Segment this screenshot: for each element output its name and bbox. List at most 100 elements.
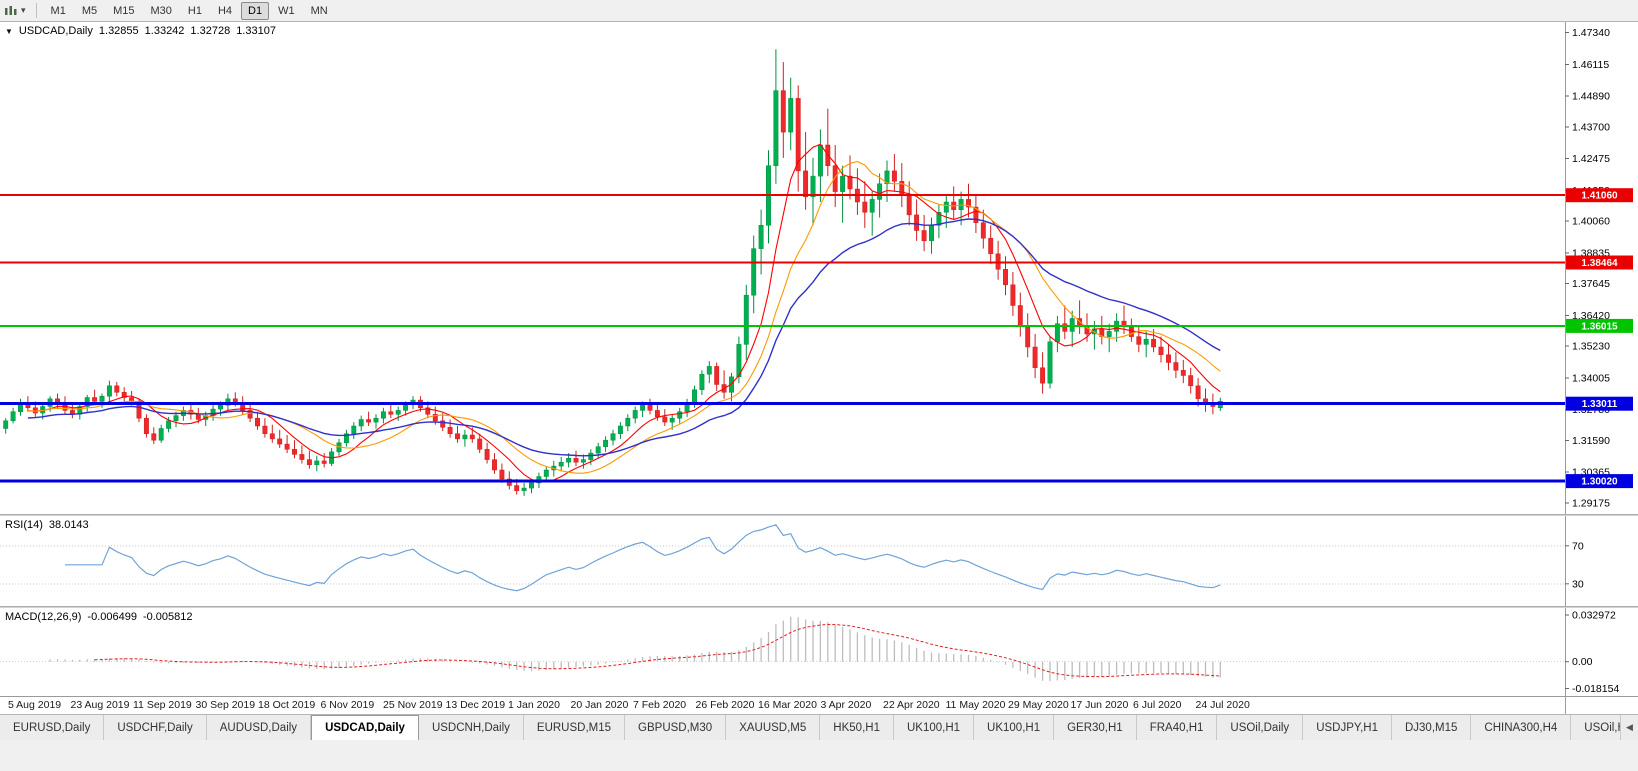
timeframe-button-m30[interactable]: M30	[150, 4, 172, 17]
main-chart-panel: 1.473401.461151.448901.437001.424751.412…	[0, 22, 1638, 514]
date-label: 18 Oct 2019	[258, 699, 316, 711]
svg-text:1.35230: 1.35230	[1572, 341, 1610, 353]
tab-audusd-daily[interactable]: AUDUSD,Daily	[206, 715, 312, 740]
svg-text:1.40060: 1.40060	[1572, 216, 1610, 228]
rsi-canvas[interactable]: 70 30	[0, 516, 1638, 606]
chart-type-icon[interactable]	[4, 5, 18, 17]
tab-usoil-daily[interactable]: USOil,Daily	[1217, 715, 1304, 740]
tab-gbpusd-m30[interactable]: GBPUSD,M30	[625, 715, 727, 740]
svg-text:1.29175: 1.29175	[1572, 498, 1610, 510]
tab-uk100-h1[interactable]: UK100,H1	[974, 715, 1055, 740]
rsi-level-label: 30	[1572, 578, 1584, 590]
chart-type-caret-icon[interactable]: ▾	[21, 5, 26, 15]
svg-text:1.43700: 1.43700	[1572, 121, 1610, 133]
tab-eurusd-daily[interactable]: EURUSD,Daily	[0, 715, 105, 740]
date-label: 30 Sep 2019	[195, 699, 256, 711]
tab-fra40-h1[interactable]: FRA40,H1	[1136, 715, 1218, 740]
chart-tab-bar: EURUSD,Daily USDCHF,Daily AUDUSD,Daily USDC…	[0, 714, 1638, 740]
axis-separator-line	[1565, 697, 1566, 714]
timeframe-button-m1[interactable]: M1	[50, 4, 66, 17]
macd-histogram-layer	[49, 616, 1221, 682]
rsi-line	[65, 524, 1221, 592]
tab-scroll-left-button[interactable]: ◀	[1620, 715, 1638, 740]
tab-usdjpy-h1[interactable]: USDJPY,H1	[1303, 715, 1392, 740]
svg-text:1.31590: 1.31590	[1572, 435, 1610, 447]
tab-usoil-h[interactable]: USOil,H	[1571, 715, 1620, 740]
date-axis: 5 Aug 2019 23 Aug 2019 11 Sep 2019 30 Sep 2…	[0, 696, 1638, 714]
tab-usdcnh-daily[interactable]: USDCNH,Daily	[418, 715, 524, 740]
timeframe-button-m5[interactable]: M5	[81, 4, 98, 17]
status-bar-area	[0, 740, 1638, 771]
tab-uk100-h1[interactable]: UK100,H1	[893, 715, 975, 740]
timeframe-button-d1[interactable]: D1	[241, 1, 270, 20]
date-label: 29 May 2020	[1008, 699, 1069, 711]
macd-panel: 0.032972 0.00 -0.018154 MACD(12,26,9) -0.0…	[0, 608, 1638, 696]
svg-text:1.46115: 1.46115	[1572, 59, 1609, 71]
svg-text:1.33011: 1.33011	[1582, 399, 1618, 410]
svg-text:1.36015: 1.36015	[1581, 321, 1618, 332]
date-label: 11 May 2020	[945, 699, 1006, 711]
chart-tabs: EURUSD,Daily USDCHF,Daily AUDUSD,Daily USDC…	[0, 715, 1620, 740]
main-chart-canvas[interactable]: 1.473401.461151.448901.437001.424751.412…	[0, 22, 1638, 514]
price-level-label[interactable]	[1566, 396, 1633, 411]
date-label: 26 Feb 2020	[695, 699, 755, 711]
macd-axis-label: -0.018154	[1572, 683, 1619, 695]
chart-dropdown-icon[interactable]: ▼	[5, 26, 13, 36]
svg-text:1.34005: 1.34005	[1572, 372, 1610, 384]
tab-xauusd-m5[interactable]: XAUUSD,M5	[726, 715, 821, 740]
timeframe-buttons: M1 M5 M15 M30 H1 H4 D1 W1 MN	[44, 1, 335, 20]
tab-ger30-h1[interactable]: GER30,H1	[1054, 715, 1137, 740]
date-label: 3 Apr 2020	[820, 699, 872, 711]
tab-hk50-h1[interactable]: HK50,H1	[820, 715, 894, 740]
price-level-label[interactable]	[1566, 188, 1633, 203]
date-label: 6 Jul 2020	[1133, 699, 1182, 711]
tab-usdchf-daily[interactable]: USDCHF,Daily	[104, 715, 207, 740]
ma-line-13	[27, 160, 1221, 474]
date-label: 25 Nov 2019	[383, 699, 443, 711]
timeframe-button-h4[interactable]: H4	[217, 4, 233, 17]
tab-china300-h4[interactable]: CHINA300,H4	[1471, 715, 1572, 740]
timeframe-button-mn[interactable]: MN	[310, 4, 328, 17]
macd-axis-label: 0.00	[1572, 656, 1593, 668]
ma-line-26	[27, 218, 1221, 457]
price-level-label[interactable]	[1566, 474, 1633, 489]
svg-text:1.37645: 1.37645	[1572, 278, 1610, 290]
rsi-panel: 70 30 RSI(14) 38.0143	[0, 516, 1638, 606]
svg-text:1.30020: 1.30020	[1581, 477, 1618, 488]
panel-divider[interactable]	[0, 606, 1638, 608]
macd-signal-line	[94, 623, 1221, 678]
date-label: 17 Jun 2020	[1070, 699, 1129, 711]
left-arrow-icon: ◀	[1626, 722, 1633, 732]
panel-divider[interactable]	[0, 514, 1638, 516]
svg-text:1.42475: 1.42475	[1572, 153, 1610, 165]
date-label: 22 Apr 2020	[883, 699, 940, 711]
date-label: 16 Mar 2020	[758, 699, 817, 711]
price-level-label[interactable]	[1566, 255, 1633, 270]
timeframe-button-h1[interactable]: H1	[187, 4, 202, 17]
macd-axis-label: 0.032972	[1572, 610, 1616, 622]
svg-text:1.47340: 1.47340	[1572, 27, 1610, 39]
date-label: 6 Nov 2019	[320, 699, 375, 711]
svg-text:1.41060: 1.41060	[1581, 191, 1618, 202]
tab-usdcad-daily[interactable]: USDCAD,Daily	[311, 715, 419, 740]
candle-wicks-layer	[5, 49, 1221, 496]
date-label: 23 Aug 2019	[70, 699, 130, 711]
date-label: 13 Dec 2019	[445, 699, 506, 711]
date-label: 7 Feb 2020	[633, 699, 687, 711]
macd-canvas[interactable]: 0.032972 0.00 -0.018154	[0, 608, 1638, 696]
rsi-level-label: 70	[1572, 540, 1584, 552]
date-label: 5 Aug 2019	[8, 699, 62, 711]
timeframe-button-w1[interactable]: W1	[278, 4, 295, 17]
date-label: 1 Jan 2020	[508, 699, 560, 711]
ma-line-7	[27, 143, 1221, 483]
timeframe-button-m15[interactable]: M15	[113, 4, 135, 17]
timeframe-toolbar: ▾ M1 M5 M15 M30 H1 H4 D1 W1 MN	[0, 0, 1638, 22]
date-label: 11 Sep 2019	[133, 699, 192, 711]
toolbar-separator	[35, 3, 37, 18]
price-level-label[interactable]	[1566, 318, 1633, 333]
date-label: 24 Jul 2020	[1195, 699, 1250, 711]
svg-text:1.38464: 1.38464	[1581, 258, 1618, 269]
tab-dj30-m15[interactable]: DJ30,M15	[1391, 715, 1472, 740]
tab-eurusd-m15[interactable]: EURUSD,M15	[523, 715, 626, 740]
